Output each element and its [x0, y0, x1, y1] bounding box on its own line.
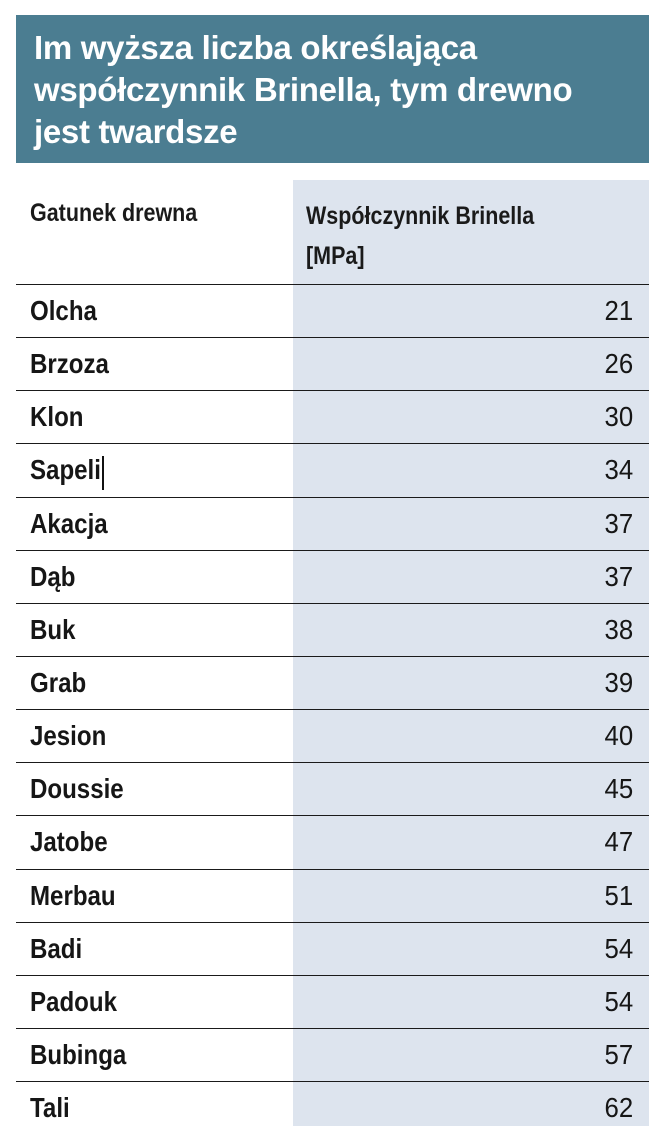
cell-brinell-value: 34: [604, 454, 633, 486]
header-brinell-line1: Współczynnik Brinella: [306, 202, 535, 230]
cell-brinell-value: 51: [604, 879, 633, 911]
text-cursor-caret: [101, 456, 104, 491]
cell-brinell-value: 62: [604, 1092, 633, 1124]
cell-brinell-value: 57: [604, 1038, 633, 1070]
table-row: Jatobe 47: [16, 815, 649, 868]
cell-wood-species: Klon: [30, 401, 84, 433]
table-row: Badi 54: [16, 921, 649, 975]
table-title: Im wyższa liczba określająca współczynni…: [34, 29, 573, 150]
cell-wood-species: Merbau: [30, 879, 116, 911]
table-row: Doussie 45: [16, 762, 649, 815]
cell-brinell-value: 54: [604, 932, 633, 964]
cell-brinell-value: 37: [604, 560, 633, 592]
brinell-table: Gatunek drewna Współczynnik Brinella [MP…: [16, 180, 649, 1126]
table-row: Tali 62: [16, 1081, 649, 1133]
title-banner: Im wyższa liczba określająca współczynni…: [16, 15, 649, 163]
cell-wood-species: Dąb: [30, 560, 76, 592]
header-wood-species: Gatunek drewna: [30, 199, 198, 227]
cell-wood-species: Doussie: [30, 773, 124, 805]
cell-brinell-value: 37: [604, 507, 633, 539]
cell-brinell-value: 38: [604, 613, 633, 645]
table-row: Grab 39: [16, 655, 649, 709]
cell-wood-species: Buk: [30, 613, 76, 645]
cell-wood-species: Jesion: [30, 720, 107, 752]
table-header: Gatunek drewna Współczynnik Brinella [MP…: [16, 180, 649, 286]
cell-wood-species: Badi: [30, 932, 83, 964]
table-body: Olcha 21 Brzoza 26 Klon 30 Sapeli 34 Akacja 37 Dąb…: [16, 284, 649, 1133]
header-brinell-line2: [MPa]: [306, 242, 365, 270]
cell-wood-species: Akacja: [30, 507, 108, 539]
table-row: Olcha 21: [16, 284, 649, 337]
cell-brinell-value: 47: [604, 826, 633, 858]
table-row: Dąb 37: [16, 549, 649, 603]
cell-wood-species: Bubinga: [30, 1038, 127, 1070]
cell-brinell-value: 30: [604, 401, 633, 433]
cell-brinell-value: 54: [604, 985, 633, 1017]
table-row: Jesion 40: [16, 709, 649, 762]
cell-brinell-value: 26: [604, 348, 633, 380]
cell-wood-species: Olcha: [30, 295, 97, 326]
table-row: Merbau 51: [16, 868, 649, 922]
cell-wood-species: Tali: [30, 1092, 70, 1124]
cell-wood-species: Brzoza: [30, 348, 109, 380]
table-row: Sapeli 34: [16, 443, 649, 496]
cell-brinell-value: 39: [604, 666, 633, 698]
table-row: Bubinga 57: [16, 1027, 649, 1081]
header-brinell-value: Współczynnik Brinella [MPa]: [306, 196, 650, 276]
table-row: Klon 30: [16, 390, 649, 443]
cell-wood-species: Grab: [30, 666, 87, 698]
cell-brinell-value: 45: [604, 773, 633, 805]
cell-brinell-value: 21: [604, 295, 633, 326]
cell-wood-species: Sapeli: [30, 454, 101, 486]
cell-wood-species: Padouk: [30, 985, 117, 1017]
cell-brinell-value: 40: [604, 720, 633, 752]
cell-wood-species: Jatobe: [30, 826, 108, 858]
table-row: Brzoza 26: [16, 337, 649, 390]
table-row: Buk 38: [16, 602, 649, 656]
table-row: Akacja 37: [16, 496, 649, 550]
table-row: Padouk 54: [16, 974, 649, 1028]
